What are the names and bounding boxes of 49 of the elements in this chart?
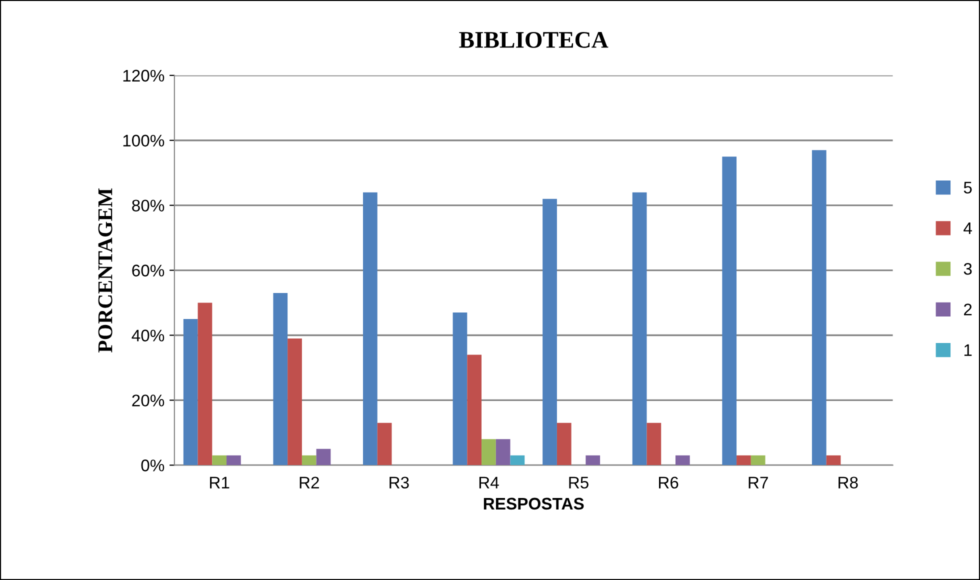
bar bbox=[288, 338, 302, 466]
y-tick-label: 60% bbox=[132, 264, 164, 276]
x-tick-label: R3 bbox=[390, 476, 409, 489]
bar bbox=[226, 455, 241, 466]
bar bbox=[646, 422, 662, 466]
y-tick-label: 80% bbox=[132, 200, 164, 212]
x-tick-label: R2 bbox=[300, 476, 319, 488]
bar bbox=[675, 455, 690, 466]
y-tick-label: 100% bbox=[123, 134, 164, 147]
bar bbox=[198, 302, 212, 466]
bar bbox=[722, 156, 737, 466]
bar bbox=[316, 448, 331, 466]
bar bbox=[632, 192, 647, 466]
x-tick-label: R1 bbox=[210, 476, 230, 488]
x-tick-label: R7 bbox=[748, 476, 768, 488]
bar bbox=[452, 312, 468, 466]
bar bbox=[586, 455, 600, 466]
y-tick-label: 20% bbox=[132, 394, 164, 406]
bar bbox=[302, 455, 316, 466]
y-axis-title: PORCENTAGEM bbox=[98, 188, 112, 352]
legend-label: 4 bbox=[964, 222, 972, 234]
bar bbox=[377, 422, 392, 466]
bar bbox=[467, 354, 482, 466]
x-tick-label: R4 bbox=[479, 476, 499, 488]
legend-label: 2 bbox=[964, 304, 972, 316]
bar bbox=[183, 319, 198, 466]
y-tick-label: 40% bbox=[132, 330, 164, 342]
x-tick-label: R5 bbox=[569, 476, 588, 489]
bar bbox=[736, 455, 751, 466]
chart-title: BIBLIOTECA bbox=[459, 32, 608, 48]
bar bbox=[542, 198, 557, 466]
bar bbox=[273, 293, 288, 466]
x-tick-label: R8 bbox=[838, 476, 858, 489]
bar bbox=[510, 455, 525, 466]
x-axis-title: RESPOSTAS bbox=[484, 498, 584, 510]
legend-label: 3 bbox=[964, 262, 972, 275]
bar bbox=[212, 455, 227, 466]
bar bbox=[482, 439, 496, 466]
bar bbox=[496, 439, 510, 466]
legend-label: 1 bbox=[964, 344, 972, 356]
bar bbox=[812, 150, 826, 466]
x-tick-label: R6 bbox=[659, 476, 678, 489]
bar bbox=[826, 455, 841, 466]
bar bbox=[750, 455, 766, 466]
bar bbox=[363, 192, 378, 466]
legend-label: 5 bbox=[964, 182, 972, 194]
bar bbox=[556, 422, 572, 466]
y-tick-label: 0% bbox=[141, 460, 164, 472]
y-tick-label: 120% bbox=[123, 70, 164, 82]
